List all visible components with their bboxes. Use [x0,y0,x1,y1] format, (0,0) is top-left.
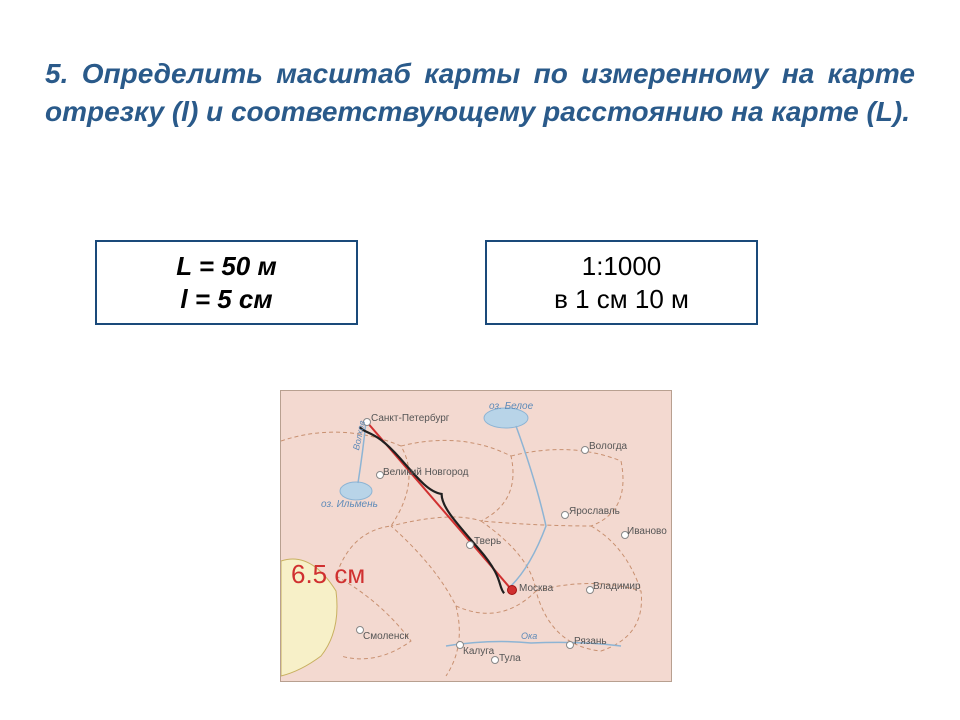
city-label-smolensk: Смоленск [363,631,409,642]
given-values-box: L = 50 м l = 5 см [95,240,358,325]
city-dot-moscow [507,585,517,595]
city-label-tver: Тверь [474,536,501,547]
city-dot-tver [466,541,474,549]
given-L: L = 50 м [109,250,344,283]
city-label-vologda: Вологда [589,441,627,452]
city-label-tula: Тула [499,653,521,664]
city-dot-vologda [581,446,589,454]
task-body: Определить масштаб карты по измеренному … [45,58,915,127]
result-box: 1:1000 в 1 см 10 м [485,240,758,325]
task-text: 5. Определить масштаб карты по измеренно… [45,55,915,131]
city-dot-yaroslavl [561,511,569,519]
city-label-vladimir: Владимир [593,581,641,592]
city-dot-tula [491,656,499,664]
city-dot-ryazan [566,641,574,649]
scale-ratio: 1:1000 [499,250,744,283]
map: Санкт-Петербург Великий Новгород Вологда… [280,390,672,682]
distance-label: 6.5 см [291,559,365,590]
city-label-moscow: Москва [519,583,553,594]
city-label-novgorod: Великий Новгород [383,467,468,478]
city-label-spb: Санкт-Петербург [371,413,449,424]
city-label-ivanovo: Иваново [627,526,667,537]
city-label-kaluga: Калуга [463,646,494,657]
scale-words: в 1 см 10 м [499,283,744,316]
lake-label-beloe: оз. Белое [489,401,533,412]
river-label-oka: Ока [521,631,537,641]
city-label-ryazan: Рязань [574,636,607,647]
lake-label-ilmen: оз. Ильмень [321,499,378,510]
city-label-yaroslavl: Ярославль [569,506,620,517]
task-number: 5. [45,58,68,89]
given-l: l = 5 см [109,283,344,316]
